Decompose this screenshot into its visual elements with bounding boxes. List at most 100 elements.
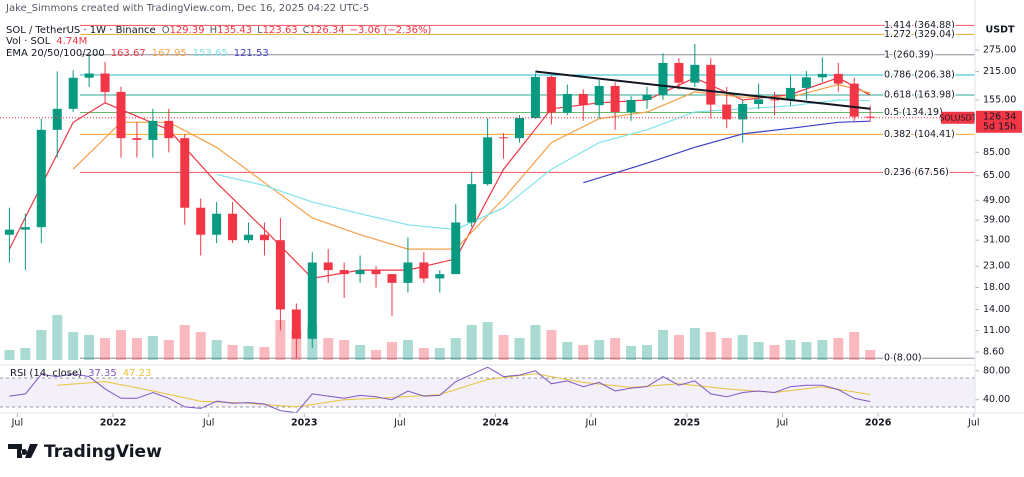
volume-bar (339, 340, 350, 360)
volume-bar (594, 340, 605, 360)
volume-bar (673, 335, 684, 360)
rsi-ma-value: 47.23 (123, 368, 152, 379)
symbol-line: SOL / TetherUS · 1W · Binance O129.39 H135… (6, 25, 432, 36)
volume-bar (179, 325, 190, 360)
y-tick-label: 18.00 (983, 282, 1010, 293)
candle-body (355, 270, 365, 275)
y-tick-label: 11.00 (983, 325, 1010, 336)
candle-body (100, 73, 110, 92)
volume-bar (243, 346, 254, 360)
fib-label: 0.786 (206.38) (884, 70, 955, 81)
candle-body (244, 234, 254, 241)
candle-body (594, 85, 604, 106)
volume-bar (578, 345, 589, 360)
volume-bar (355, 345, 366, 360)
y-tick-label: 275.00 (983, 45, 1016, 56)
volume-bar (753, 342, 764, 360)
symbol: SOL / TetherUS · 1W · Binance (6, 25, 156, 36)
volume-bar (562, 342, 573, 360)
volume-bar (657, 330, 668, 360)
x-tick-label: 2025 (674, 418, 700, 429)
candle-body (52, 108, 62, 130)
fib-label: 0.5 (134.19) (884, 107, 943, 118)
candle-body (132, 138, 142, 140)
y-tick-label: 31.00 (983, 235, 1010, 246)
volume-bar (434, 348, 445, 360)
candle-body (451, 222, 461, 275)
y-tick-label: 215.00 (983, 66, 1016, 77)
candle-body (403, 262, 413, 283)
y-tick-label: 39.00 (983, 215, 1010, 226)
volume-bar (610, 338, 621, 360)
volume-bar (769, 345, 780, 360)
volume-bar (371, 350, 382, 360)
volume-bar (482, 322, 493, 360)
y-tick-label: 8.60 (983, 346, 1004, 357)
x-tick-label: Jul (967, 418, 979, 429)
volume-bar (52, 315, 63, 360)
candle-body (68, 77, 78, 109)
x-tick-label: Jul (584, 418, 596, 429)
volume-bar (833, 338, 844, 360)
y-tick-label: 85.00 (983, 147, 1010, 158)
candle-body (770, 99, 780, 101)
candle-body (148, 120, 158, 140)
volume-bar (163, 340, 174, 360)
x-tick-label: 2024 (482, 418, 509, 429)
candle-body (483, 137, 493, 185)
volume-bar (100, 338, 111, 360)
ohlc-value: 135.43 (217, 25, 252, 36)
ema-value: 167.95 (152, 48, 187, 59)
ohlc-key: C (303, 25, 310, 36)
price-box (976, 110, 1022, 133)
footer-logo: TradingView (8, 442, 162, 462)
volume-bar (642, 345, 653, 360)
candle-body (530, 76, 540, 119)
rsi-band (0, 378, 975, 407)
ema-value: 121.53 (234, 48, 269, 59)
x-tick-label: 2023 (291, 418, 317, 429)
fib-label: 0 (8.00) (884, 353, 922, 364)
candle-body (323, 262, 333, 271)
candle-body (658, 62, 668, 95)
credit: Jake_Simmons created with TradingView.co… (5, 3, 369, 14)
volume-bar (801, 342, 812, 360)
volume-bar (865, 350, 876, 360)
rsi-ma-line (57, 373, 871, 408)
ohlc-key: H (210, 25, 218, 36)
rsi-tick-label: 80.00 (983, 365, 1010, 376)
volume-bar (259, 347, 270, 360)
volume-bar (721, 338, 732, 360)
fib-label: 0.236 (67.56) (884, 167, 949, 178)
candle-body (610, 85, 620, 113)
candle-body (849, 83, 859, 117)
fib-label: 0.382 (104.41) (884, 129, 955, 140)
rsi-tick-label: 40.00 (983, 394, 1010, 405)
ohlc-value: 129.39 (170, 25, 205, 36)
candle-body (499, 137, 509, 139)
countdown-label: 5d 15h (983, 121, 1016, 132)
ohlc-value: 126.34 (310, 25, 345, 36)
symbol-box (941, 111, 975, 124)
candle-body (690, 64, 700, 83)
candle-body (674, 62, 684, 83)
volume-bar (68, 332, 79, 360)
candle-body (212, 213, 222, 235)
ohlc-key: O (162, 25, 170, 36)
ema-value: 153.65 (193, 48, 228, 59)
candle-body (339, 270, 349, 275)
candle-body (754, 99, 764, 104)
volume-bar (227, 345, 238, 360)
trendline (535, 70, 871, 110)
volume-title: Vol · SOL (6, 36, 51, 47)
volume-bar (498, 335, 509, 360)
volume-bar (817, 340, 828, 360)
volume-bar (4, 350, 15, 360)
volume-bar (147, 336, 158, 360)
volume-bar (705, 332, 716, 360)
candle-body (626, 99, 636, 113)
candle-body (419, 262, 429, 279)
x-tick-label: 2026 (865, 418, 892, 429)
brand: TradingView (44, 442, 162, 462)
